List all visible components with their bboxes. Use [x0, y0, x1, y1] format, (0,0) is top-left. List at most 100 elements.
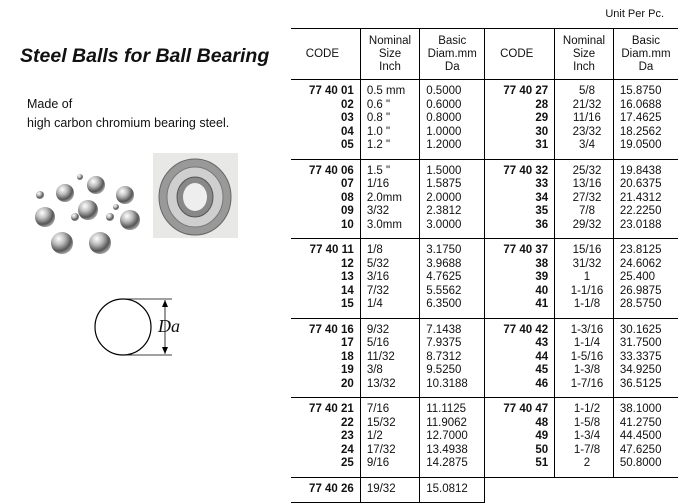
nominal-size-cell-value: 1/2: [366, 430, 383, 442]
basic-diameter-cell-value: 20.6375: [619, 178, 662, 190]
table-group-row: 77 40 26 19/32 15.0812: [291, 477, 678, 503]
basic-diameter-cell-value: 22.2250: [619, 205, 662, 217]
basic-diameter-cell-value: 1.5875: [426, 178, 462, 190]
steel-balls-image: [35, 174, 140, 254]
code-cell-value: 34: [535, 191, 549, 204]
nominal-size-cell-value: 9/16: [366, 457, 390, 469]
code-cell-value: 43: [535, 337, 549, 349]
nominal-size-cell-value: 1/16: [366, 178, 390, 190]
nominal-size-cell: 1.5 " 1/16 2.0mm 3/32 3.0mm: [360, 159, 421, 239]
code-cell-value: 77 40 47: [503, 403, 549, 415]
nominal-size-cell-value: 1-7/16: [570, 377, 604, 390]
code-cell-value: 41: [535, 298, 549, 310]
code-cell: 77 40 37 38 39 40 41: [484, 238, 556, 319]
nominal-size-cell-value: 3/4: [579, 139, 595, 151]
basic-diameter-cell: 19.8438 20.6375 21.4312 22.2250 23.0188: [613, 159, 678, 239]
nominal-size-cell-value: 11/16: [573, 112, 601, 124]
basic-diameter-cell-value: 19.8438: [619, 164, 662, 177]
basic-diameter-cell: [613, 477, 678, 503]
nominal-size-cell: 1/8 5/32 3/16 7/32 1/4: [360, 238, 421, 319]
basic-diameter-cell-value: 2.3812: [426, 205, 462, 217]
basic-diameter-cell-value: 28.5750: [619, 298, 662, 310]
basic-diameter-cell: 11.1125 11.9062 12.7000 13.4938 14.2875: [419, 397, 486, 478]
code-cell-value: 17: [341, 337, 354, 349]
code-cell-value: 77 40 11: [309, 244, 354, 256]
nominal-size-cell: 1-3/16 1-1/4 1-5/16 1-3/8 1-7/16: [554, 318, 614, 398]
basic-diameter-cell-value: 0.6000: [426, 98, 462, 111]
ball-bearing-image: [153, 153, 238, 238]
basic-diameter-cell-value: 9.5250: [426, 364, 462, 376]
basic-diameter-cell-value: 15.8750: [619, 85, 662, 97]
nominal-size-cell: [555, 477, 614, 503]
nominal-size-cell-value: 3/8: [366, 364, 383, 376]
table-group-row: 77 40 16 17 18 19 20 9/32 5/16 11/32 3/8 13/32 7.1…: [291, 318, 678, 398]
basic-diameter-cell-value: 7.1438: [426, 323, 462, 336]
basic-diameter-cell-value: 8.7312: [426, 350, 462, 363]
nominal-size-cell-value: 1-1/16: [570, 284, 604, 297]
nominal-size-cell-value: 15/16: [572, 244, 602, 256]
nominal-size-cell-value: 5/8: [579, 85, 595, 97]
basic-diameter-cell-value: 2.0000: [426, 191, 462, 204]
ball-diameter-diagram: [94, 298, 172, 356]
basic-diameter-cell-value: 5.5562: [426, 284, 462, 297]
code-cell-value: 14: [341, 284, 354, 297]
basic-diameter-cell-value: 24.6062: [619, 257, 662, 270]
code-cell-value: 35: [535, 205, 549, 217]
basic-diameter-cell-value: 10.3188: [426, 377, 468, 390]
code-cell-value: 77 40 27: [503, 85, 549, 97]
basic-diameter-cell: 23.8125 24.6062 25.400 26.9875 28.5750: [613, 238, 678, 319]
code-cell-value: 24: [341, 443, 354, 456]
basic-diameter-cell-value: 14.2875: [426, 457, 468, 469]
nominal-size-cell-value: 1.0 ": [366, 125, 391, 138]
code-cell: 77 40 42 43 44 45 46: [484, 318, 556, 398]
code-cell: 77 40 01 02 03 04 05: [291, 79, 361, 160]
code-cell: 77 40 26: [291, 477, 361, 503]
nominal-size-cell-value: 1.5 ": [366, 164, 391, 177]
nominal-size-cell-value: 13/32: [366, 377, 396, 390]
code-cell-value: 51: [535, 457, 549, 469]
basic-diameter-cell-value: 0.8000: [426, 112, 462, 124]
code-cell-value: 28: [535, 98, 549, 111]
nominal-size-cell-value: 15/32: [366, 416, 396, 429]
code-cell-value: 09: [341, 205, 354, 217]
basic-diameter-cell-value: 3.0000: [426, 218, 462, 231]
nominal-size-cell-value: 7/32: [366, 284, 390, 297]
table-group-row: 77 40 01 02 03 04 05 0.5 mm 0.6 " 0.8 " 1.0 " 1.2…: [291, 79, 678, 160]
nominal-size-cell-value: 7/16: [366, 403, 390, 415]
code-cell-value: 12: [341, 257, 354, 270]
nominal-size-cell-value: 2.0mm: [366, 191, 402, 204]
nominal-size-cell: 15/16 31/32 1 1-1/16 1-1/8: [554, 238, 614, 319]
code-cell-value: 30: [535, 125, 549, 138]
nominal-size-cell-value: 1/4: [366, 298, 383, 310]
code-cell-value: 08: [341, 191, 354, 204]
nominal-header: Nominal Size Inch: [360, 28, 421, 80]
nominal-size-cell: 7/16 15/32 1/2 17/32 9/16: [360, 397, 421, 478]
nominal-size-cell-value: 1-5/16: [570, 350, 604, 363]
basic-diameter-cell-value: 16.0688: [619, 98, 662, 111]
nominal-size-cell-value: 1-7/8: [573, 443, 601, 456]
code-cell: [485, 477, 555, 503]
basic-diameter-cell-value: 30.1625: [619, 323, 662, 336]
basic-diameter-cell-value: 23.0188: [619, 218, 662, 231]
code-cell-value: 31: [535, 139, 549, 151]
nominal-size-cell-value: 1-1/2: [573, 403, 601, 415]
nominal-size-cell-value: 5/16: [366, 337, 390, 349]
code-header: CODE: [291, 28, 361, 80]
material-description: Made of high carbon chromium bearing ste…: [27, 95, 229, 133]
basic-diameter-cell: 1.5000 1.5875 2.0000 2.3812 3.0000: [419, 159, 486, 239]
basic-diameter-cell-value: 11.1125: [426, 403, 467, 415]
unit-note: Unit Per Pc.: [605, 8, 664, 20]
basic-diameter-cell-value: 38.1000: [619, 403, 662, 415]
basic-diameter-cell-value: 0.5000: [426, 85, 462, 97]
code-cell-value: 49: [535, 430, 549, 442]
nominal-size-cell-value: 3.0mm: [366, 218, 402, 231]
code-cell-value: 10: [341, 218, 354, 231]
code-cell: 77 40 16 17 18 19 20: [291, 318, 361, 398]
nominal-size-cell-value: 5/32: [366, 257, 390, 270]
nominal-size-cell: 5/8 21/32 11/16 23/32 3/4: [554, 79, 614, 160]
code-cell-value: 36: [535, 218, 549, 231]
nominal-size-cell-value: 0.6 ": [366, 98, 391, 111]
code-cell-value: 46: [535, 377, 549, 390]
nominal-size-cell-value: 1: [583, 271, 591, 283]
nominal-size-cell-value: 23/32: [572, 125, 602, 138]
